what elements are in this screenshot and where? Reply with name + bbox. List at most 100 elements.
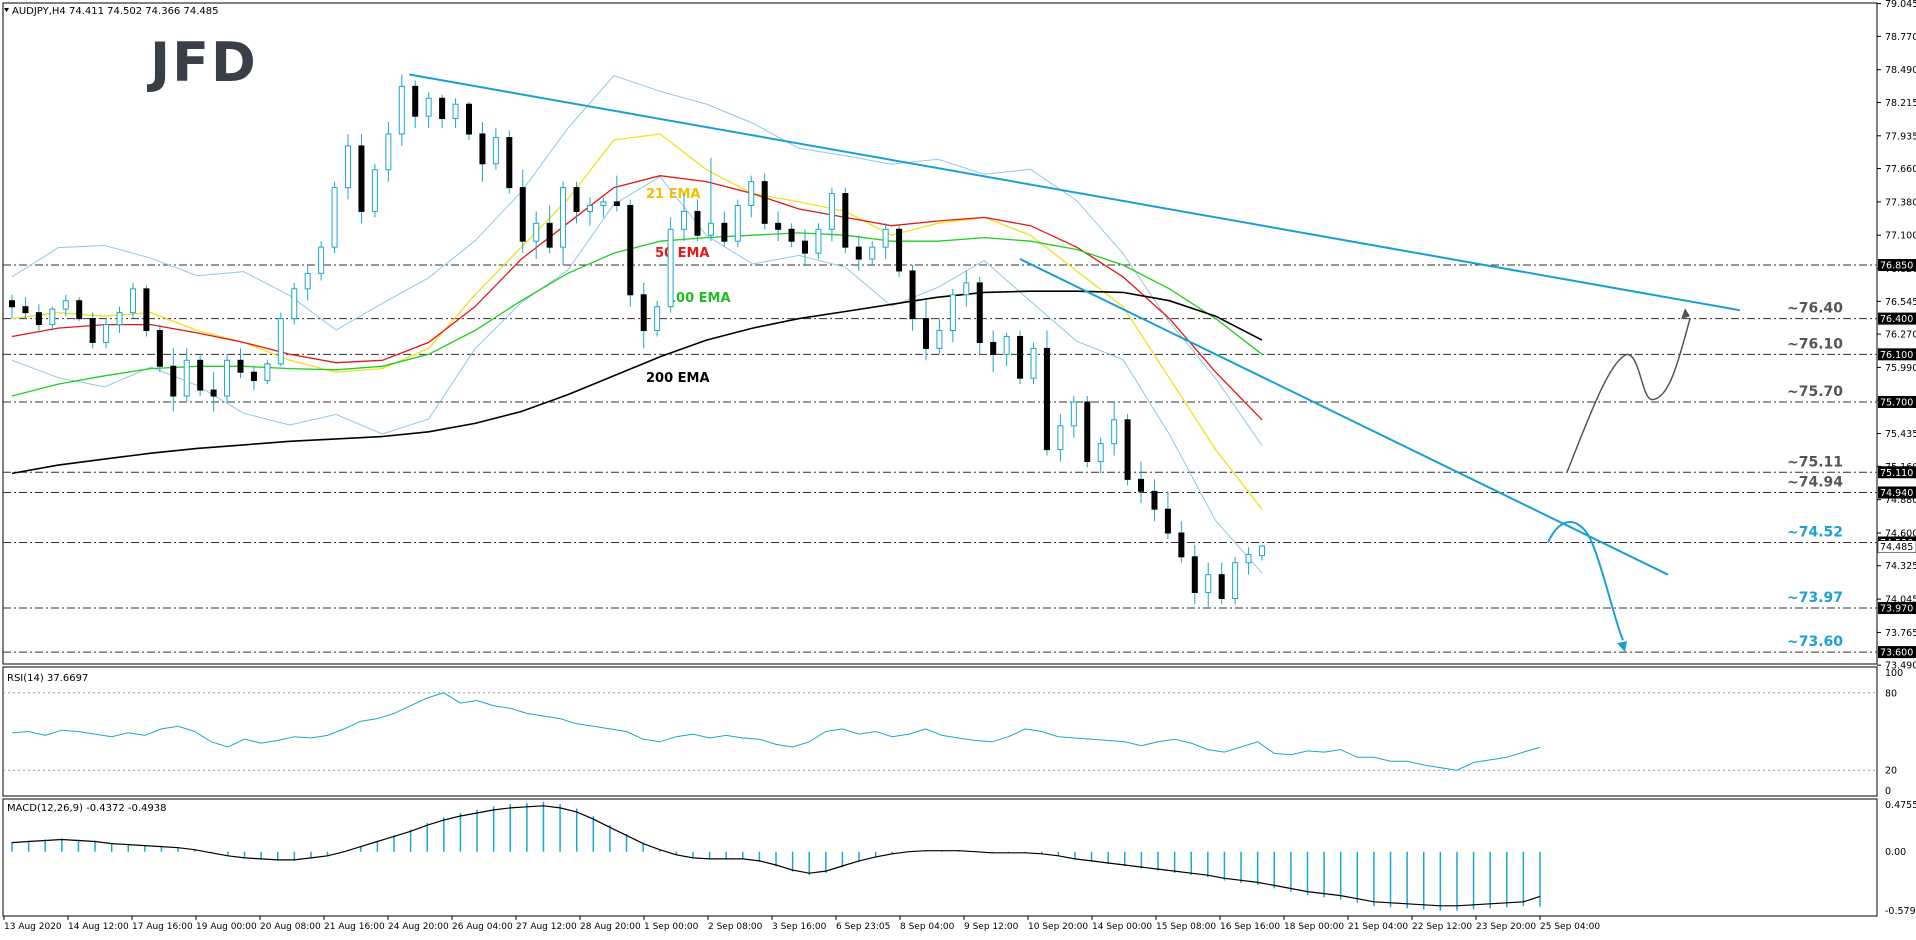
candle-body bbox=[1178, 532, 1185, 558]
candle-body bbox=[909, 270, 916, 320]
price-axis-label: 74.325 bbox=[1885, 561, 1916, 572]
candle-body bbox=[707, 222, 714, 236]
level-axis-label: 75.110 bbox=[1880, 468, 1913, 479]
levels-layer: ~76.40 ~76.10 ~75.70 ~75.11 ~74.94 ~74.52 ~73.… bbox=[3, 264, 1877, 653]
bearish-scenario-path bbox=[1547, 521, 1624, 641]
symbol-header: AUDJPY,H4 74.411 74.502 74.366 74.485 bbox=[12, 6, 218, 17]
macd-signal-line bbox=[11, 805, 1541, 907]
candle-body bbox=[949, 294, 956, 332]
candle-body bbox=[640, 294, 647, 332]
candle-body bbox=[775, 222, 782, 230]
candle-body bbox=[465, 103, 472, 135]
level-axis-label: 75.700 bbox=[1880, 397, 1913, 408]
price-axis-label: 77.380 bbox=[1885, 197, 1916, 208]
level-axis-label: 73.600 bbox=[1880, 648, 1913, 659]
candle-body bbox=[345, 145, 352, 189]
price-axis-label: 77.935 bbox=[1885, 131, 1916, 142]
level-annotation: ~74.52 bbox=[1787, 525, 1843, 541]
ema21-label: 21 EMA bbox=[646, 187, 701, 202]
price-axis-label: 78.490 bbox=[1885, 65, 1916, 76]
candle-body bbox=[1245, 553, 1252, 564]
bollinger-upper bbox=[11, 75, 1263, 446]
macd-title: MACD(12,26,9) -0.4372 -0.4938 bbox=[7, 803, 167, 814]
price-axis-label: 77.100 bbox=[1885, 231, 1916, 242]
bollinger-layer bbox=[11, 75, 1263, 574]
level-axis-box bbox=[1878, 646, 1916, 659]
price-axis-label: 79.045 bbox=[1885, 0, 1916, 10]
time-axis-label: 21 Sep 04:00 bbox=[1348, 922, 1408, 932]
time-axis-label: 16 Sep 16:00 bbox=[1220, 922, 1280, 932]
candle-body bbox=[277, 318, 284, 365]
macd-layer: 0.4755 0.00 -0.5792 bbox=[11, 800, 1916, 917]
candle-body bbox=[869, 246, 876, 260]
bearish-arrowhead-icon bbox=[1617, 641, 1627, 653]
time-axis-label: 25 Sep 04:00 bbox=[1540, 922, 1600, 932]
level-axis-label: 73.970 bbox=[1880, 604, 1913, 615]
time-axis-label: 15 Sep 08:00 bbox=[1156, 922, 1216, 932]
candle-body bbox=[264, 363, 271, 382]
macd-axis-label: 0.00 bbox=[1885, 847, 1906, 858]
time-axis-label: 14 Aug 12:00 bbox=[68, 922, 129, 932]
candle-body bbox=[62, 300, 69, 310]
candle-body bbox=[210, 389, 217, 397]
collapse-triangle-icon[interactable] bbox=[4, 8, 9, 12]
time-axis-label: 2 Sep 08:00 bbox=[708, 922, 763, 932]
candle-body bbox=[506, 137, 513, 189]
time-axis-label: 8 Sep 04:00 bbox=[900, 922, 955, 932]
candle-body bbox=[734, 204, 741, 242]
axis-layer: 79.045 78.770 78.490 78.215 77.935 77.660 77.3… bbox=[1877, 0, 1916, 672]
candle-body bbox=[1205, 574, 1212, 594]
candle-body bbox=[681, 210, 688, 230]
candle-body bbox=[371, 169, 378, 212]
candle-body bbox=[788, 228, 795, 242]
candle-body bbox=[89, 318, 96, 343]
candle-body bbox=[1057, 425, 1064, 451]
candle-body bbox=[1070, 401, 1077, 427]
price-axis-label: 73.765 bbox=[1885, 628, 1916, 639]
bollinger-lower bbox=[11, 176, 1263, 574]
candle-body bbox=[936, 330, 943, 349]
price-axis-label: 74.600 bbox=[1885, 528, 1916, 539]
candle-body bbox=[667, 228, 674, 308]
time-axis-label: 19 Aug 00:00 bbox=[196, 922, 257, 932]
candle-body bbox=[103, 324, 110, 343]
macd-axis-label: 0.4755 bbox=[1885, 800, 1916, 811]
candle-body bbox=[586, 204, 593, 212]
candle-body bbox=[976, 282, 983, 343]
candle-body bbox=[1003, 335, 1010, 355]
candle-body bbox=[318, 246, 325, 274]
ema-line-21ema bbox=[11, 133, 1263, 510]
candle-body bbox=[143, 288, 150, 332]
candle-body bbox=[1030, 347, 1037, 379]
candle-body bbox=[855, 246, 862, 260]
candle-body bbox=[385, 133, 392, 171]
candle-body bbox=[761, 181, 768, 224]
rsi-title: RSI(14) 37.6697 bbox=[7, 673, 88, 684]
candle-body bbox=[1097, 443, 1104, 463]
rsi-line bbox=[11, 692, 1541, 771]
level-axis-label: 76.400 bbox=[1880, 314, 1913, 325]
candle-body bbox=[1084, 401, 1091, 463]
candle-body bbox=[49, 308, 56, 326]
candle-body bbox=[1151, 490, 1158, 510]
ema-line-200ema bbox=[11, 290, 1263, 475]
candle-body bbox=[398, 85, 405, 135]
price-axis-label: 76.545 bbox=[1885, 297, 1916, 308]
candle-body bbox=[425, 97, 432, 117]
level-annotation: ~76.40 bbox=[1787, 301, 1843, 317]
candle-body bbox=[882, 228, 889, 248]
candle-body bbox=[815, 228, 822, 254]
candle-body bbox=[560, 187, 567, 248]
candle-body bbox=[694, 210, 701, 236]
bullish-arrowhead-icon bbox=[1681, 308, 1690, 320]
ema100-label: 100 EMA bbox=[667, 291, 731, 306]
candles-layer bbox=[9, 74, 1265, 607]
candle-body bbox=[170, 365, 177, 397]
macd-pane-frame bbox=[2, 798, 1878, 917]
time-axis-label: 18 Sep 00:00 bbox=[1284, 922, 1344, 932]
ema-line-50ema bbox=[11, 175, 1263, 421]
candle-body bbox=[1164, 508, 1171, 534]
macd-axis-label: -0.5792 bbox=[1885, 906, 1916, 917]
